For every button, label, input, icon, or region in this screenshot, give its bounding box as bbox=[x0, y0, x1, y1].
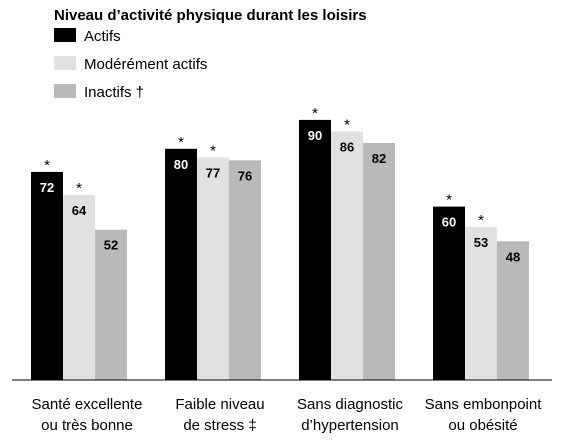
category-label-0-line-0: Santé excellente bbox=[32, 396, 143, 413]
significance-star-0-0: * bbox=[44, 157, 50, 174]
value-label-2-2: 82 bbox=[372, 151, 386, 166]
category-labels: Santé excellente ou très bonne Faible nive… bbox=[32, 396, 543, 434]
category-label-2-line-0: Sans diagnostic bbox=[297, 396, 403, 413]
significance-star-2-0: * bbox=[312, 105, 318, 122]
bar-0-1 bbox=[63, 195, 95, 380]
category-label-3-line-1: ou obésité bbox=[448, 417, 517, 434]
bar-1-1 bbox=[197, 157, 229, 380]
value-label-1-2: 76 bbox=[238, 168, 252, 183]
value-label-3-1: 53 bbox=[474, 235, 488, 250]
category-label-1-line-0: Faible niveau bbox=[175, 396, 264, 413]
significance-star-3-1: * bbox=[478, 212, 484, 229]
significance-star-1-1: * bbox=[210, 142, 216, 159]
legend-title: Niveau d’activité physique durant les lo… bbox=[54, 7, 367, 24]
legend-swatch-1 bbox=[54, 56, 76, 70]
significance-star-3-0: * bbox=[446, 192, 452, 209]
bar-0-0 bbox=[31, 171, 63, 380]
bar-1-2 bbox=[229, 160, 261, 380]
value-label-0-2: 52 bbox=[104, 238, 118, 253]
bar-2-2 bbox=[363, 143, 395, 380]
legend-label-2: Inactifs † bbox=[84, 84, 144, 101]
bars: 72 * 64 * 52 80 * 77 * 76 90 * 86 * 82 60 * 53 * 48 bbox=[31, 105, 529, 381]
category-label-0-line-1: ou très bonne bbox=[41, 417, 133, 434]
category-label-3-line-0: Sans embonpoint bbox=[425, 396, 543, 413]
category-label-2-line-1: d’hypertension bbox=[301, 417, 399, 434]
legend: Niveau d’activité physique durant les lo… bbox=[54, 7, 367, 101]
value-label-2-1: 86 bbox=[340, 139, 354, 154]
bar-3-1 bbox=[465, 226, 497, 380]
legend-swatch-0 bbox=[54, 28, 76, 42]
value-label-1-0: 80 bbox=[174, 157, 188, 172]
significance-star-2-1: * bbox=[344, 116, 350, 133]
bar-2-1 bbox=[331, 131, 363, 380]
significance-star-1-0: * bbox=[178, 134, 184, 151]
value-label-0-0: 72 bbox=[40, 180, 54, 195]
bar-3-0 bbox=[433, 206, 465, 380]
bar-2-0 bbox=[299, 119, 331, 381]
value-label-3-0: 60 bbox=[442, 215, 456, 230]
bar-1-0 bbox=[165, 148, 197, 380]
value-label-1-1: 77 bbox=[206, 165, 220, 180]
significance-star-0-1: * bbox=[76, 180, 82, 197]
value-label-0-1: 64 bbox=[72, 203, 87, 218]
legend-label-0: Actifs bbox=[84, 28, 121, 45]
value-label-2-0: 90 bbox=[308, 128, 322, 143]
legend-label-1: Modérément actifs bbox=[84, 56, 207, 73]
category-label-1-line-1: de stress ‡ bbox=[183, 417, 256, 434]
bar-0-2 bbox=[95, 229, 127, 380]
legend-swatch-2 bbox=[54, 84, 76, 98]
bar-3-2 bbox=[497, 241, 529, 380]
value-label-3-2: 48 bbox=[506, 249, 520, 264]
